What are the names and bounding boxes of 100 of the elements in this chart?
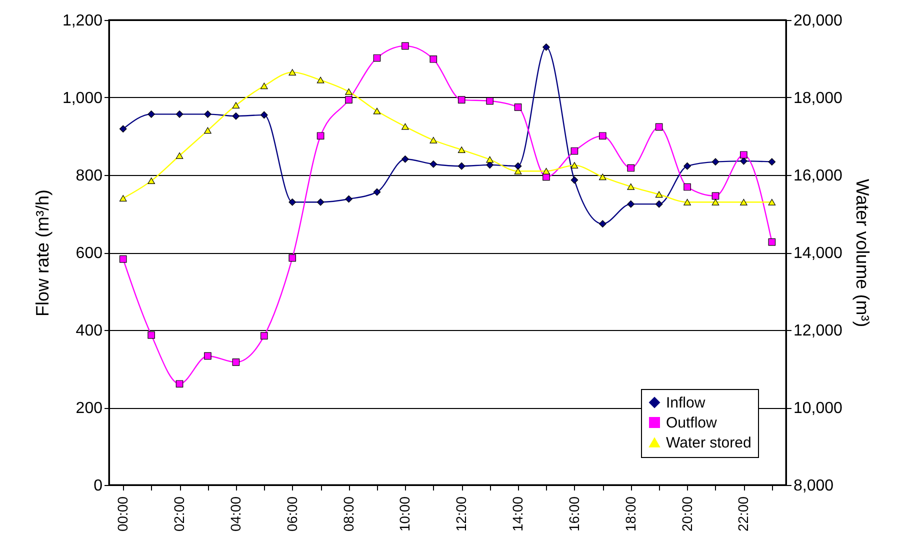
point (570, 162, 578, 169)
point (514, 168, 522, 174)
point (204, 110, 212, 118)
legend-label: Inflow (666, 394, 706, 412)
point (232, 102, 240, 108)
point (684, 183, 691, 191)
point (288, 69, 296, 76)
point (458, 162, 466, 170)
point (684, 198, 691, 206)
point (402, 155, 409, 163)
point (768, 158, 776, 166)
x-tick-label: 14:00 (510, 496, 526, 532)
point (260, 111, 268, 119)
legend-label: Outflow (666, 414, 718, 432)
point (373, 108, 381, 114)
point (627, 200, 635, 208)
point (373, 188, 381, 196)
point (627, 164, 635, 172)
point (712, 158, 720, 166)
point (345, 88, 352, 95)
y2-tick-label: 14,000 (794, 245, 843, 262)
point (712, 198, 720, 206)
point (345, 96, 352, 104)
point (148, 110, 155, 118)
point (655, 191, 663, 198)
point (148, 178, 155, 184)
point (458, 146, 466, 154)
point (316, 76, 324, 84)
y-tick-label: 600 (76, 245, 103, 262)
point (430, 136, 438, 144)
point (486, 156, 494, 163)
point (176, 380, 184, 388)
x-tick-label: 12:00 (453, 496, 470, 532)
point (430, 160, 438, 168)
y-tick-label: 200 (76, 400, 103, 417)
y2-tick-label: 12,000 (794, 322, 843, 340)
point (402, 123, 409, 130)
point (402, 42, 409, 50)
point (684, 162, 691, 170)
y2-tick-label: 20,000 (794, 12, 843, 30)
point (288, 254, 296, 262)
point (176, 152, 184, 159)
x-tick-label: 08:00 (340, 496, 356, 532)
y2-tick-label: 8,000 (794, 478, 834, 494)
x-tick-label: 10:00 (396, 496, 413, 532)
y-tick-label: 800 (76, 168, 103, 184)
point (740, 151, 748, 159)
point (119, 125, 127, 133)
point (430, 55, 438, 63)
point (655, 200, 663, 208)
point (655, 123, 663, 131)
point (316, 198, 324, 206)
point (570, 176, 578, 184)
point (458, 96, 466, 104)
point (204, 352, 212, 360)
point (514, 162, 522, 170)
point (260, 82, 268, 90)
x-tick-label: 06:00 (284, 496, 300, 532)
point (204, 127, 212, 134)
point (598, 132, 606, 140)
x-tick-label: 02:00 (171, 496, 188, 532)
point (768, 238, 776, 246)
point (627, 183, 635, 190)
x-tick-label: 04:00 (227, 496, 244, 532)
point (598, 220, 606, 228)
y-tick-label: 0 (94, 478, 103, 494)
point (176, 110, 184, 118)
point (232, 112, 240, 120)
point (514, 104, 522, 111)
y2-tick-label: 16,000 (794, 168, 843, 184)
point (232, 358, 240, 366)
point (260, 332, 268, 340)
point (345, 195, 352, 203)
point (486, 97, 494, 105)
point (542, 168, 550, 174)
point (542, 43, 550, 51)
point (598, 174, 606, 180)
x-tick-label: 18:00 (622, 496, 638, 532)
point (712, 192, 720, 200)
point (768, 198, 776, 206)
y-tick-label: 1,200 (62, 12, 103, 30)
legend-label: Water stored (666, 434, 752, 452)
point (486, 161, 494, 169)
y-tick-label: 400 (76, 322, 103, 340)
point (316, 132, 324, 140)
y2-tick-label: 18,000 (794, 90, 843, 107)
point (288, 198, 296, 206)
y2-axis-title: Water volume (m³) (852, 178, 872, 328)
y2-tick-label: 10,000 (794, 400, 843, 417)
point (373, 54, 381, 62)
point (570, 147, 578, 155)
y-axis-title: Flow rate (m³/h) (32, 189, 52, 317)
point (119, 255, 127, 263)
y-tick-label: 1,000 (62, 90, 103, 107)
point (148, 331, 155, 339)
point (740, 198, 748, 206)
x-tick-label: 20:00 (678, 496, 695, 532)
x-tick-label: 00:00 (114, 496, 131, 532)
x-tick-label: 22:00 (735, 496, 752, 532)
point (119, 195, 127, 202)
